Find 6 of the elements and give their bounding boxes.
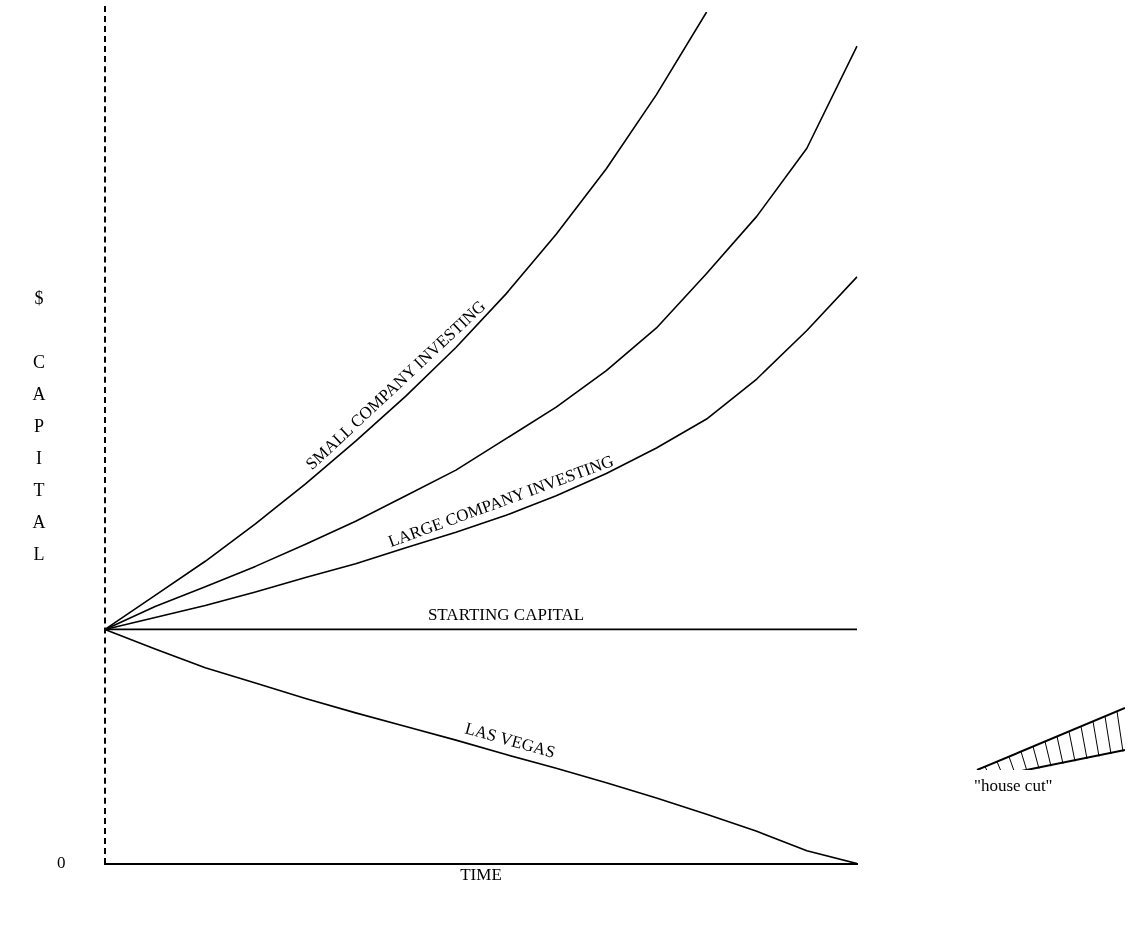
x-axis-title: TIME xyxy=(460,865,502,885)
series-label: STARTING CAPITAL xyxy=(427,604,585,624)
text: 0 xyxy=(57,852,66,873)
text: "house cut" xyxy=(974,776,1053,796)
y-axis-title: $ CAPITAL xyxy=(28,287,49,576)
text: LAS VEGAS xyxy=(462,718,558,762)
